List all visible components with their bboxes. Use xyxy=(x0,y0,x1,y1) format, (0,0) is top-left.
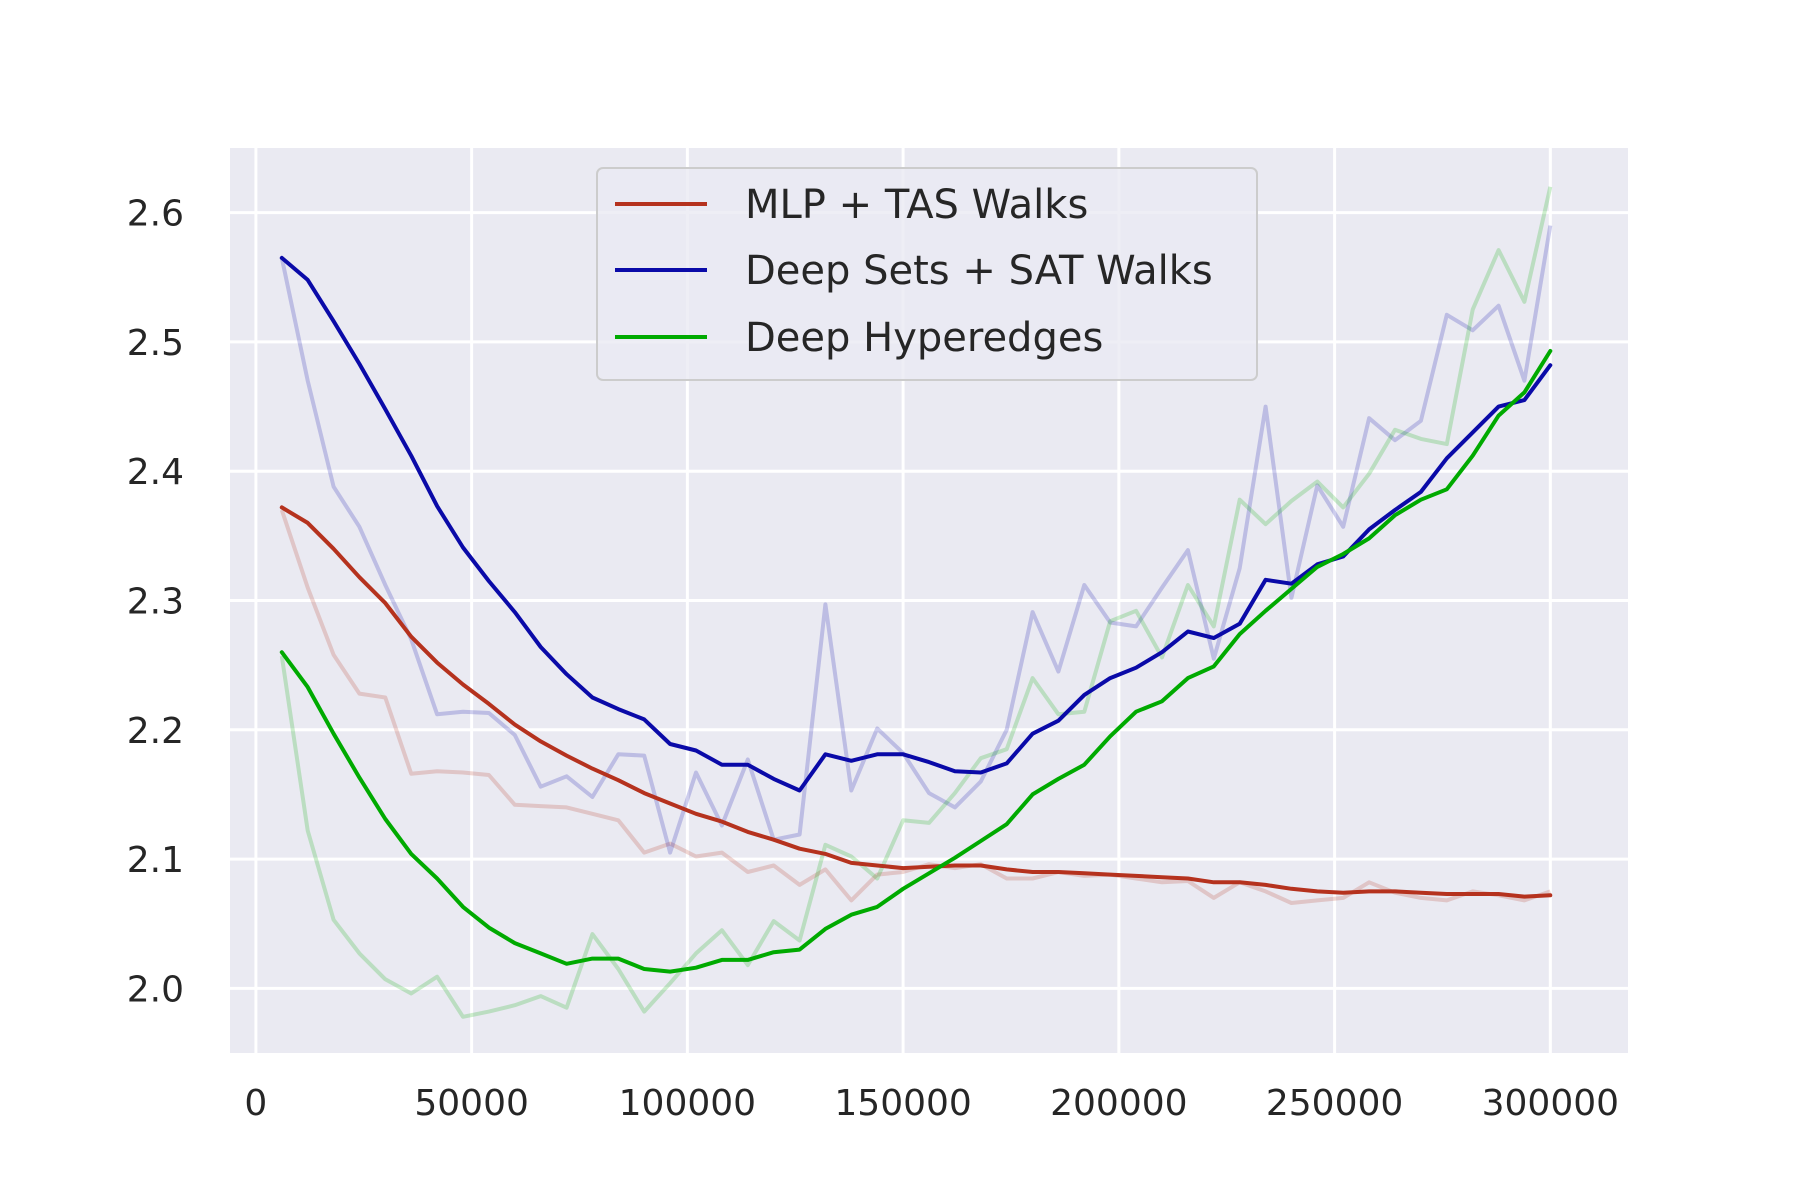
x-tick-label: 200000 xyxy=(1050,1083,1187,1124)
x-tick-label: 100000 xyxy=(619,1083,756,1124)
series-raw-line-deep-hyperedges xyxy=(279,186,1553,1019)
x-tick-label: 50000 xyxy=(414,1083,529,1124)
y-tick-label: 2.5 xyxy=(127,323,184,364)
legend-label-deep-sets-sat-walks: Deep Sets + SAT Walks xyxy=(745,248,1213,294)
series-raw-line-deep-sets-sat-walks xyxy=(279,225,1553,855)
series-layer xyxy=(279,186,1553,1019)
series-line-mlp-tas-walks xyxy=(279,505,1553,899)
series-line-deep-hyperedges xyxy=(279,349,1553,974)
tick-labels: 0 50000 100000 150000 200000 250000 300000 2.0 2… xyxy=(127,194,1619,1124)
x-tick-label: 150000 xyxy=(834,1083,971,1124)
legend: MLP + TAS Walks Deep Sets + SAT Walks De… xyxy=(596,167,1258,381)
legend-box xyxy=(596,167,1258,381)
y-tick-label: 2.1 xyxy=(127,840,184,881)
x-tick-label: 300000 xyxy=(1482,1083,1619,1124)
legend-label-deep-hyperedges: Deep Hyperedges xyxy=(745,315,1103,361)
y-tick-label: 2.0 xyxy=(127,969,184,1010)
y-tick-label: 2.2 xyxy=(127,711,184,752)
x-tick-label: 250000 xyxy=(1266,1083,1403,1124)
y-tick-label: 2.3 xyxy=(127,582,184,623)
legend-label-mlp-tas-walks: MLP + TAS Walks xyxy=(745,182,1088,228)
x-tick-label: 0 xyxy=(244,1083,267,1124)
y-tick-label: 2.4 xyxy=(127,452,184,493)
y-tick-label: 2.6 xyxy=(127,194,184,235)
